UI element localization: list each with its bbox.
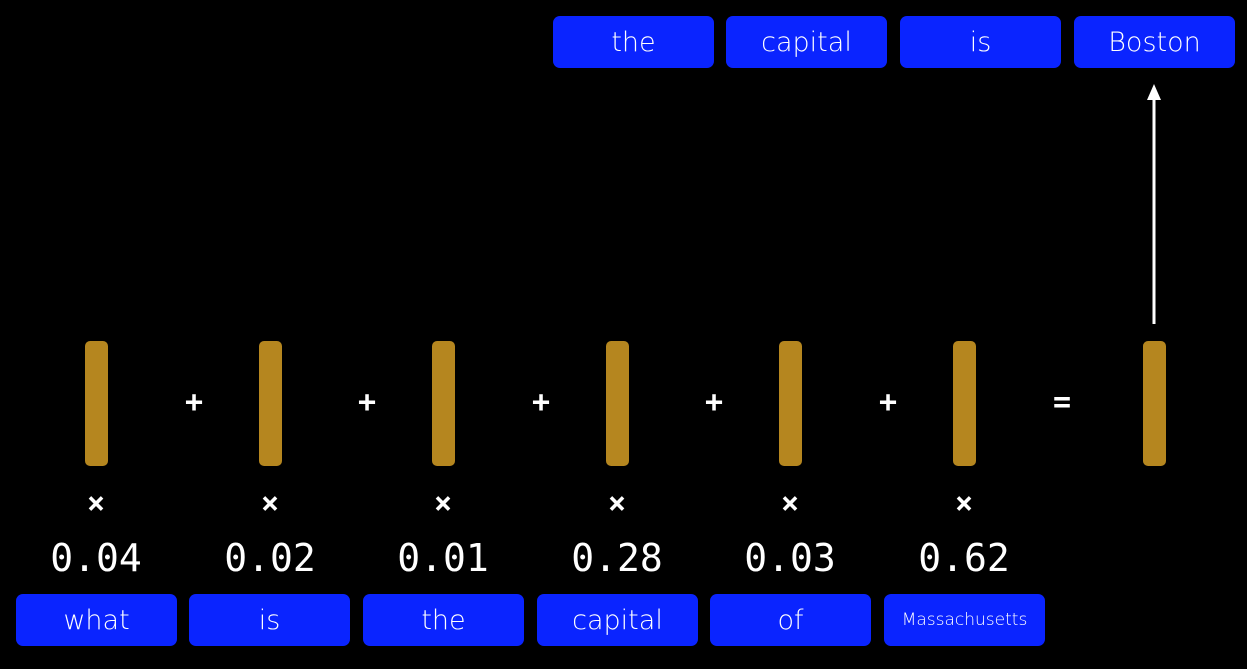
equals-sign: = [1052, 385, 1072, 420]
output-token-the: the [553, 16, 714, 68]
input-token-the: the [363, 594, 524, 646]
plus-sign: + [184, 385, 204, 420]
times-sign: × [86, 486, 106, 521]
input-token-of: of [710, 594, 871, 646]
plus-sign: + [704, 385, 724, 420]
plus-sign: + [878, 385, 898, 420]
times-sign: × [607, 486, 627, 521]
value-vector-is [259, 341, 282, 466]
value-vector-what [85, 341, 108, 466]
result-vector [1143, 341, 1166, 466]
plus-sign: + [531, 385, 551, 420]
times-sign: × [260, 486, 280, 521]
output-token-capital: capital [726, 16, 887, 68]
times-sign: × [780, 486, 800, 521]
value-vector-capital [606, 341, 629, 466]
attention-weight-is: 0.02 [224, 536, 316, 580]
value-vector-the [432, 341, 455, 466]
attention-weight-the: 0.01 [397, 536, 489, 580]
input-token-massachusetts: Massachusetts [884, 594, 1045, 646]
value-vector-massachusetts [953, 341, 976, 466]
arrow-head [1147, 84, 1161, 100]
attention-weight-massachusetts: 0.62 [918, 536, 1010, 580]
output-token-boston: Boston [1074, 16, 1235, 68]
input-token-is: is [189, 594, 350, 646]
times-sign: × [954, 486, 974, 521]
input-token-capital: capital [537, 594, 698, 646]
attention-weight-of: 0.03 [744, 536, 836, 580]
value-vector-of [779, 341, 802, 466]
attention-weight-what: 0.04 [50, 536, 142, 580]
plus-sign: + [357, 385, 377, 420]
input-token-what: what [16, 594, 177, 646]
output-token-is: is [900, 16, 1061, 68]
times-sign: × [433, 486, 453, 521]
attention-weight-capital: 0.28 [571, 536, 663, 580]
